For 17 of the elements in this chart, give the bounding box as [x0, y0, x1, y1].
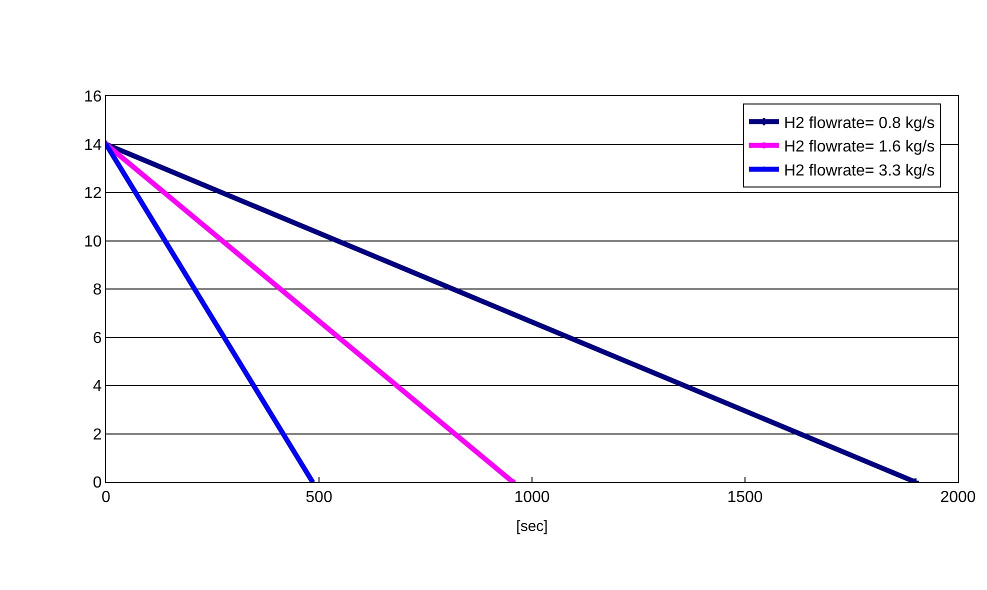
x-tick-label: 2000 [940, 489, 976, 506]
legend-label: H2 flowrate= 1.6 kg/s [784, 138, 935, 156]
legend-label: H2 flowrate= 3.3 kg/s [784, 162, 935, 180]
y-tick-label: 6 [92, 330, 102, 347]
y-tick-label: 14 [84, 136, 102, 154]
y-tick-label: 8 [92, 282, 102, 299]
y-tick-label: 16 [84, 88, 102, 106]
y-tick-label: 0 [92, 474, 102, 492]
y-tick-label: 2 [92, 426, 102, 444]
x-tick-label: 1000 [514, 489, 550, 506]
y-tick-label: 4 [92, 378, 102, 396]
x-tick-label: 1500 [727, 489, 763, 506]
y-tick-label: 12 [84, 185, 102, 202]
x-tick-label: 500 [306, 489, 332, 506]
y-tick-label: 10 [84, 233, 102, 250]
legend-label: H2 flowrate= 0.8 kg/s [784, 114, 935, 132]
x-axis-title: [sec] [516, 518, 548, 536]
